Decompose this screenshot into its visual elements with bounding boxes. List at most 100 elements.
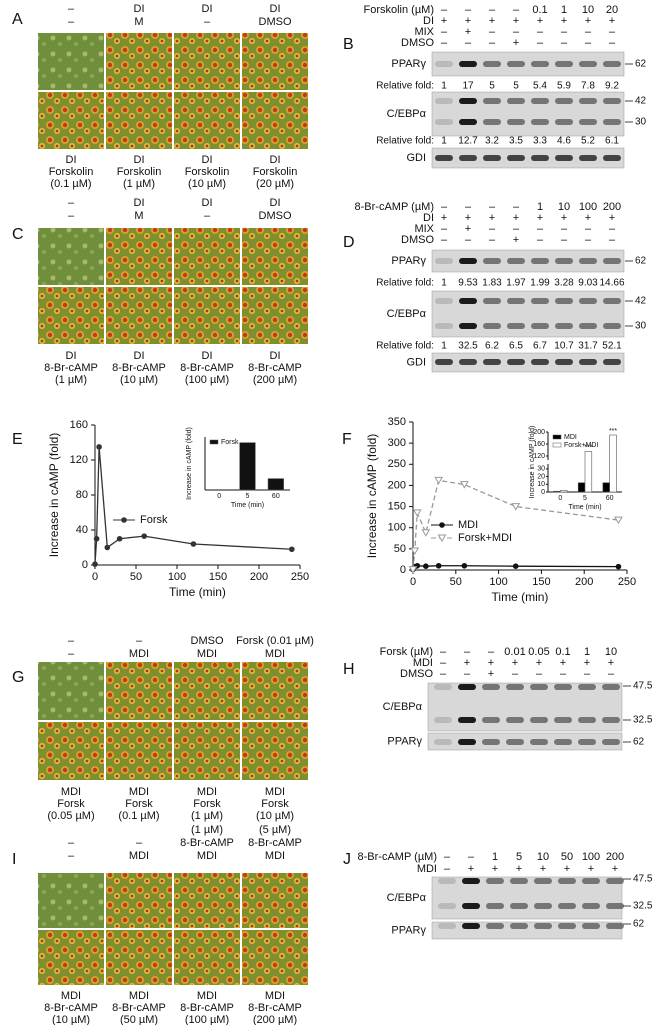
fold-value: 5.9 [557,81,571,92]
panel-label: A [12,11,23,28]
legend-label: MDI [458,519,478,531]
y-tick-label: 200 [533,429,545,436]
mw-marker: 32.5 [633,715,653,726]
lane-treatment: – [513,4,520,16]
caption: (1 µM) [55,374,87,386]
column-header: DI [270,3,281,15]
lane-treatment: + [441,212,447,224]
band [531,359,549,365]
x-axis-label: Time (min) [169,585,226,599]
legend-swatch [209,439,219,445]
lane-treatment: 20 [606,4,618,16]
column-header: (5 µM) [259,824,291,836]
caption: (10 µM) [120,374,158,386]
point [412,509,422,517]
micrograph [106,722,172,780]
legend-marker [439,522,445,528]
lane-treatment: – [464,668,471,680]
panel-label: H [343,661,355,678]
lane-treatment: 0.1 [555,646,570,658]
band [486,903,504,909]
micrograph [106,92,172,149]
micrograph [38,228,104,285]
treatment-name: DI [423,15,434,27]
caption: (200 µM) [253,374,297,386]
fold-value: 32.5 [458,341,478,352]
lane-treatment: + [512,657,518,669]
point [141,533,147,539]
lane-treatment: – [512,668,519,680]
band [459,61,477,67]
micrograph [174,662,240,720]
band [510,923,528,929]
mw-marker: 62 [633,919,645,930]
band [558,903,576,909]
caption: Forskolin [117,166,162,178]
band [483,61,501,67]
legend-marker [121,517,127,523]
band [507,155,525,161]
band [603,323,621,329]
fold-value: 5 [489,81,495,92]
lane-treatment: – [465,37,472,49]
band [458,717,476,723]
treatment-name: 8-Br-cAMP (µM) [358,851,437,863]
caption: Forskolin [49,166,94,178]
lane-treatment: 10 [558,201,570,213]
panel-label: C [12,226,24,243]
point [92,561,98,567]
bar [584,451,593,493]
caption: Forsk [193,798,221,810]
x-tick-label: 150 [532,576,550,588]
band [555,359,573,365]
y-tick-label: 150 [388,500,406,512]
micrograph [242,873,308,928]
lane-treatment: + [585,212,591,224]
band [483,258,501,264]
caption: Forsk [261,798,289,810]
band-name: C/EBPα [383,701,423,713]
lane-treatment: + [612,863,618,875]
lane-treatment: – [608,668,615,680]
band [534,903,552,909]
lane-treatment: + [584,657,590,669]
micrograph [106,33,172,90]
fold-value: 1 [441,136,447,147]
caption: (10 µM) [52,1014,90,1025]
band [534,878,552,884]
caption: (1 µM) [191,810,223,822]
fold-value: 5.2 [581,136,595,147]
x-tick-label: 250 [618,576,636,588]
bar [609,434,617,493]
caption: 8-Br-cAMP [112,362,166,374]
caption: 8-Br-cAMP [248,362,302,374]
legend-label: MDI [564,434,577,441]
band [578,684,596,690]
lane-treatment: + [468,863,474,875]
band [603,155,621,161]
band [531,258,549,264]
caption: MDI [61,786,81,798]
lane-treatment: + [489,212,495,224]
y-axis-label: Increase in cAMP (fold) [365,434,379,559]
lane-treatment: – [609,26,616,38]
band [462,878,480,884]
band [435,119,453,125]
caption: MDI [197,786,217,798]
blot [431,352,625,373]
fold-value: 4.6 [557,136,571,147]
band [483,298,501,304]
y-tick-label: 0 [400,564,406,576]
lane-treatment: + [609,15,615,27]
micrograph [242,722,308,780]
y-axis-label: Increase in cAMP (fold) [529,426,536,499]
caption: DI [66,350,77,362]
band [530,684,548,690]
bar [602,482,610,493]
column-header: MDI [129,648,149,660]
band [578,739,596,745]
point [421,529,431,537]
caption: MDI [129,786,149,798]
y-tick-label: 120 [70,454,88,466]
lane-treatment: + [540,863,546,875]
